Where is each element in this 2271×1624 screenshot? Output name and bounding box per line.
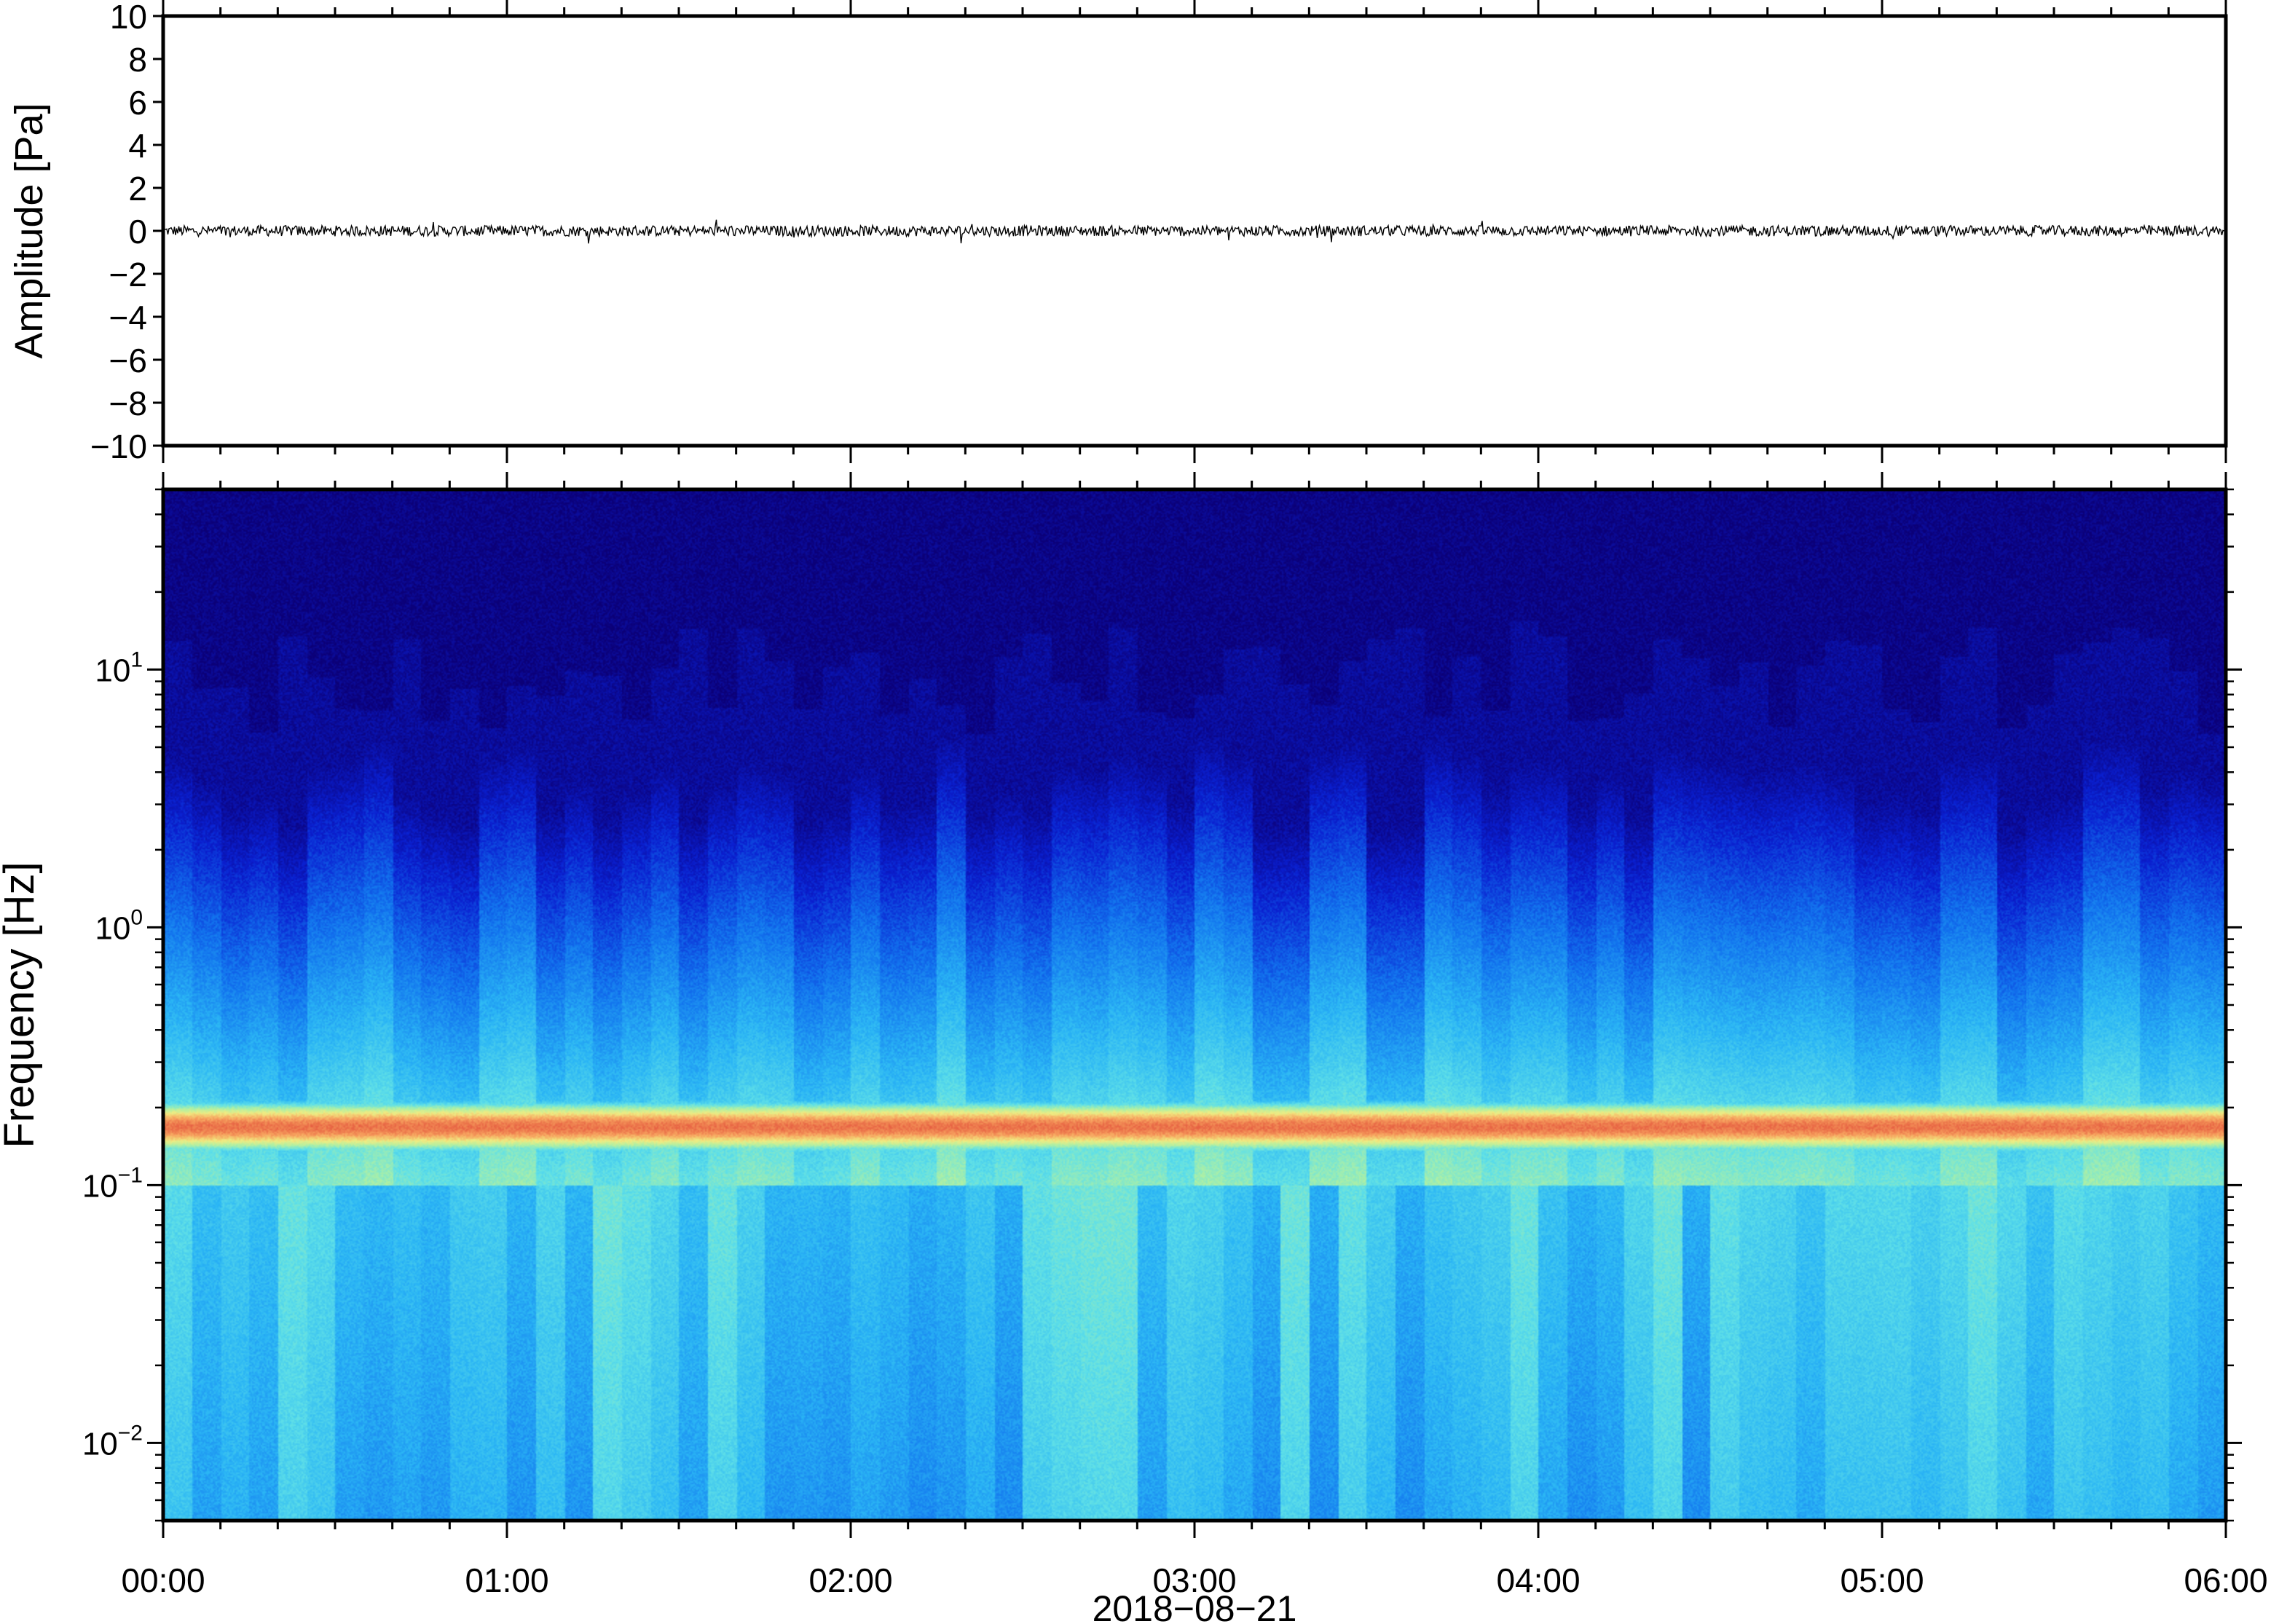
spectrogram-x-tick-label: 00:00 [121, 1561, 205, 1599]
waveform-y-tick-label: 4 [128, 127, 147, 165]
waveform-y-tick-label: −6 [109, 342, 147, 379]
waveform-y-ticks: 10 8 6 4 2 0 −2 −4 −6 −8 −10 [90, 0, 163, 465]
spectrogram-x-tick-label: 06:00 [2184, 1561, 2267, 1599]
waveform-y-tick-label: −8 [109, 385, 147, 422]
waveform-y-tick-label: −4 [109, 299, 147, 336]
waveform-y-axis-label: Amplitude [Pa] [7, 103, 51, 358]
waveform-y-tick-label: 8 [128, 41, 147, 79]
spectrogram-heatmap [163, 489, 2226, 1521]
waveform-trace [164, 219, 2224, 244]
waveform-y-tick-label: 6 [128, 84, 147, 122]
spectrogram-x-tick-label: 04:00 [1496, 1561, 1580, 1599]
waveform-y-tick-label: 0 [128, 213, 147, 251]
spectrogram-x-axis-label: 2018−08−21 [1093, 1588, 1297, 1624]
spectrogram-y-tick-label: 10−1 [82, 1163, 143, 1204]
spectrogram-y-tick-label: 101 [95, 647, 143, 688]
spectrogram-y-axis-label: Frequency [Hz] [0, 862, 43, 1148]
waveform-y-tick-label: −10 [90, 427, 147, 465]
spectrogram-y-ticks: 101 100 10−1 10−2 [82, 488, 2242, 1522]
spectrogram-frame [161, 487, 2228, 1523]
spectrogram-x-tick-label: 02:00 [808, 1561, 892, 1599]
spectrogram-y-tick-label: 10−2 [82, 1421, 143, 1462]
spectrogram-x-tick-label: 05:00 [1840, 1561, 1924, 1599]
waveform-frame [161, 14, 2228, 448]
waveform-y-tick-label: 10 [110, 0, 147, 36]
waveform-panel: 10 8 6 4 2 0 −2 −4 −6 −8 −10 Amplitude [Pa] [7, 0, 2228, 465]
spectrogram-x-tick-label: 03:00 [1152, 1561, 1236, 1599]
spectrogram-x-tick-label: 01:00 [465, 1561, 548, 1599]
waveform-y-tick-label: 2 [128, 170, 147, 208]
waveform-y-tick-label: −2 [109, 256, 147, 293]
spectrogram-panel: 101 100 10−1 10−2 00:00 01:00 02:00 03:00 04:00… [0, 472, 2268, 1624]
spectrogram-y-tick-label: 100 [95, 905, 143, 946]
